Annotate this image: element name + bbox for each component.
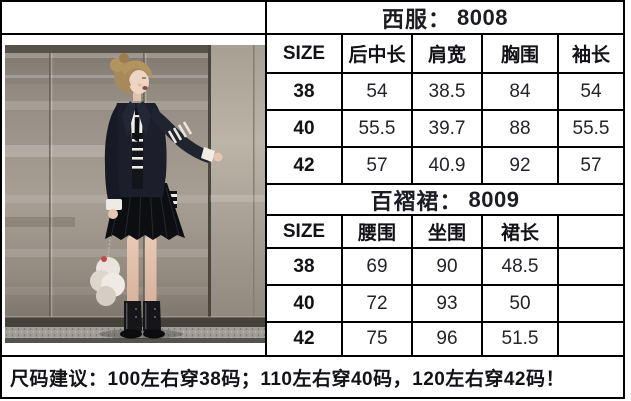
skirt-row-38-empty <box>559 249 623 284</box>
blank-cell <box>2 2 265 33</box>
suit-row-40-back-length: 55.5 <box>343 111 411 146</box>
skirt-row-40-length: 50 <box>483 286 557 321</box>
skirt-col-size: SIZE <box>267 216 341 247</box>
suit-col-back-length: 后中长 <box>343 35 411 72</box>
skirt-row-40-size: 40 <box>267 286 341 321</box>
suit-row-42-size: 42 <box>267 148 341 183</box>
suit-col-shoulder: 肩宽 <box>413 35 481 72</box>
suit-row-42-back-length: 57 <box>343 148 411 183</box>
skirt-row-42-empty <box>559 323 623 355</box>
suit-row-38-sleeve: 54 <box>559 74 623 109</box>
model-photo <box>2 35 265 355</box>
suit-col-size: SIZE <box>267 35 341 72</box>
skirt-row-40-hip: 93 <box>413 286 481 321</box>
skirt-row-42-length: 51.5 <box>483 323 557 355</box>
suit-row-40-sleeve: 55.5 <box>559 111 623 146</box>
suit-row-38-size: 38 <box>267 74 341 109</box>
skirt-row-38-length: 48.5 <box>483 249 557 284</box>
suit-title-label: 西服： <box>382 6 452 32</box>
ankle-boots-illustration <box>120 301 165 339</box>
suit-col-bust: 胸围 <box>483 35 557 72</box>
skirt-title-code: 8009 <box>468 186 520 212</box>
suit-title-code: 8008 <box>457 4 508 30</box>
skirt-table-title: 百褶裙： 8009 <box>267 185 623 214</box>
elevator-photo-illustration <box>5 45 265 343</box>
suit-row-38-back-length: 54 <box>343 74 411 109</box>
skirt-col-length: 裙长 <box>483 216 557 247</box>
skirt-row-42-waist: 75 <box>343 323 411 355</box>
skirt-row-38-size: 38 <box>267 249 341 284</box>
suit-row-40-size: 40 <box>267 111 341 146</box>
skirt-title-label: 百褶裙： <box>370 188 463 214</box>
skirt-row-42-size: 42 <box>267 323 341 355</box>
skirt-row-38-waist: 69 <box>343 249 411 284</box>
skirt-row-40-waist: 72 <box>343 286 411 321</box>
skirt-col-hip: 坐围 <box>413 216 481 247</box>
suit-row-38-shoulder: 38.5 <box>413 74 481 109</box>
fluffy-bag-illustration <box>90 256 125 306</box>
skirt-row-42-hip: 96 <box>413 323 481 355</box>
suit-row-38-bust: 84 <box>483 74 557 109</box>
suit-row-42-shoulder: 40.9 <box>413 148 481 183</box>
suit-row-40-shoulder: 39.7 <box>413 111 481 146</box>
suit-row-42-bust: 92 <box>483 148 557 183</box>
suit-col-sleeve: 袖长 <box>559 35 623 72</box>
model-head-illustration <box>110 53 153 94</box>
skirt-row-40-empty <box>559 286 623 321</box>
skirt-col-waist: 腰围 <box>343 216 411 247</box>
suit-table-title: 西服： 8008 <box>267 2 623 33</box>
size-recommendation-note: 尺码建议：100左右穿38码；110左右穿40码，120左右穿42码！ <box>2 357 623 397</box>
skirt-col-empty <box>559 216 623 247</box>
suit-row-42-sleeve: 57 <box>559 148 623 183</box>
suit-row-40-bust: 88 <box>483 111 557 146</box>
skirt-row-38-hip: 90 <box>413 249 481 284</box>
